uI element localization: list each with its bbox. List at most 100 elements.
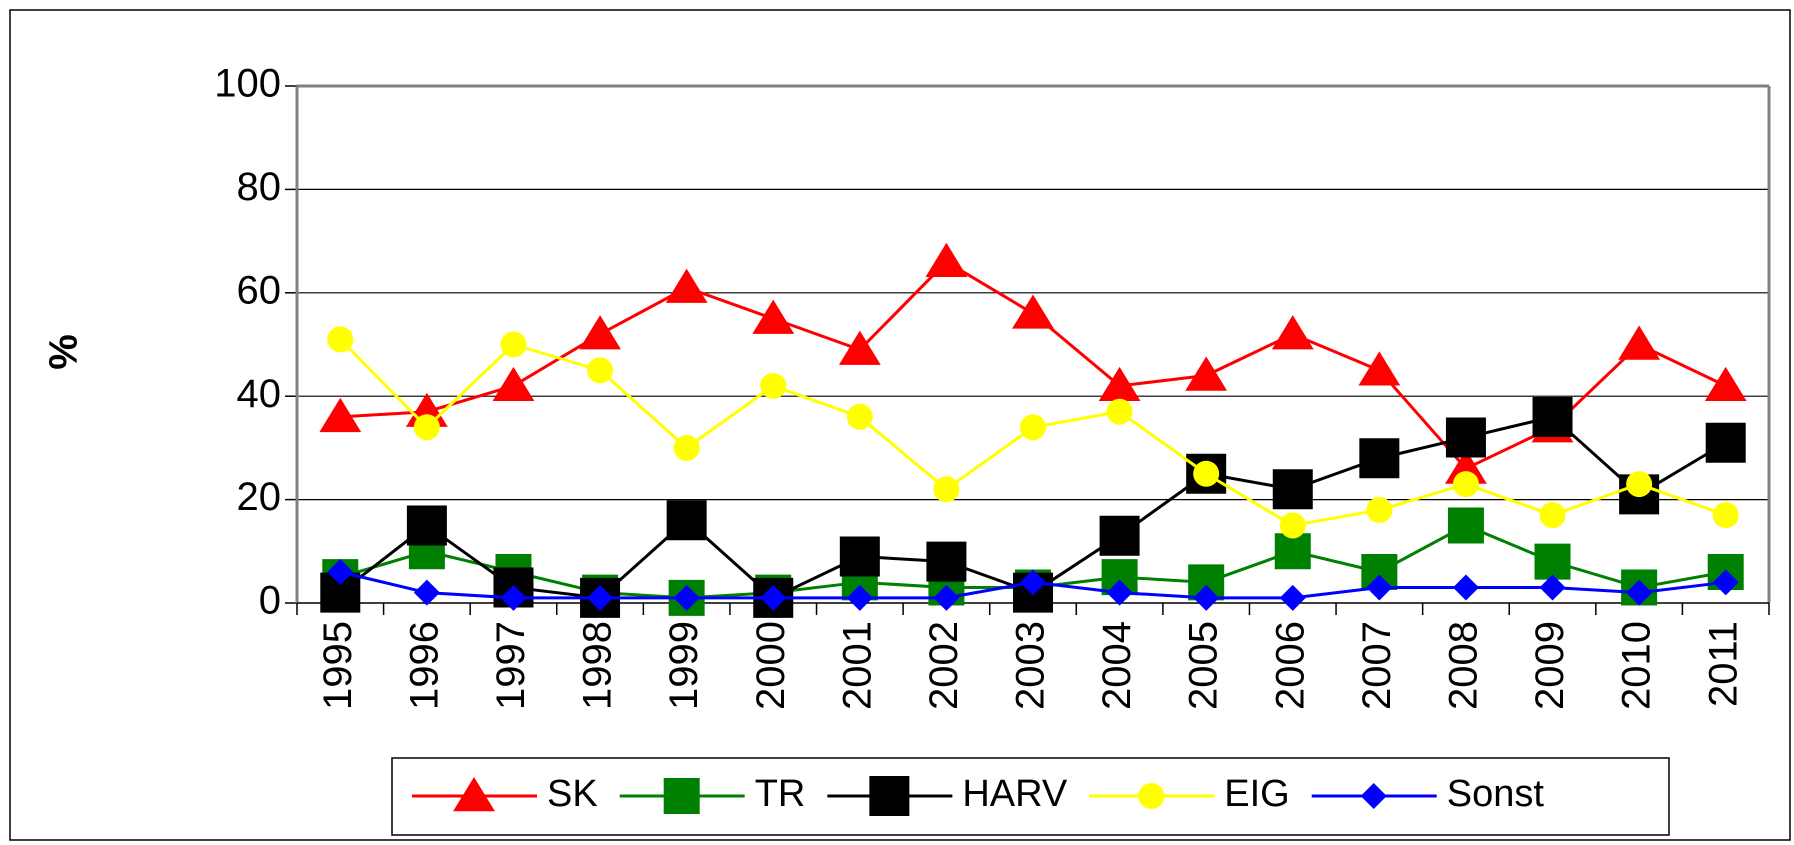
marker <box>453 777 495 812</box>
chart-frame <box>9 9 1791 841</box>
marker <box>1361 553 1398 590</box>
marker <box>1279 512 1306 539</box>
marker <box>838 330 881 365</box>
x-tick-label: 2008 <box>1442 621 1486 710</box>
marker <box>327 326 354 353</box>
marker <box>1539 502 1566 529</box>
marker <box>1193 584 1220 611</box>
marker <box>413 414 440 441</box>
legend-label: SK <box>547 773 598 815</box>
x-tick-label: 2003 <box>1009 621 1053 710</box>
legend-box <box>391 757 1670 836</box>
marker <box>1101 559 1138 596</box>
y-tick-label: 0 <box>259 579 281 623</box>
marker <box>1360 783 1387 809</box>
y-tick-label: 80 <box>237 165 282 209</box>
x-tick-label: 1998 <box>576 621 620 710</box>
marker <box>1020 569 1046 596</box>
marker <box>1539 574 1566 601</box>
marker <box>933 584 960 611</box>
legend-label: EIG <box>1224 773 1289 815</box>
marker <box>1012 294 1054 329</box>
x-tick-label: 1995 <box>316 621 360 710</box>
marker <box>1106 398 1133 425</box>
marker <box>1452 471 1479 498</box>
x-tick-label: 2011 <box>1701 621 1745 707</box>
marker <box>1712 502 1739 529</box>
marker <box>1279 584 1306 611</box>
marker <box>587 584 614 611</box>
marker <box>319 397 362 433</box>
x-tick-label: 1999 <box>662 621 706 710</box>
marker <box>1705 422 1746 463</box>
marker <box>327 558 354 585</box>
y-tick-label: 100 <box>214 62 281 106</box>
x-tick-label: 2001 <box>835 621 879 710</box>
marker <box>760 584 787 611</box>
marker <box>1626 471 1653 498</box>
marker <box>1020 414 1046 441</box>
x-tick-label: 1997 <box>489 621 533 710</box>
marker <box>1358 351 1401 386</box>
marker <box>663 778 700 814</box>
marker <box>1534 543 1571 580</box>
marker <box>587 357 614 384</box>
marker <box>413 579 440 606</box>
marker <box>666 500 707 541</box>
x-tick-label: 2000 <box>749 621 793 710</box>
legend-label: HARV <box>962 773 1068 815</box>
legend: SK TR HARV EIG Sonst <box>391 757 1670 836</box>
marker <box>1272 469 1313 510</box>
marker <box>1445 417 1486 458</box>
marker <box>673 584 700 611</box>
marker <box>665 268 708 303</box>
marker <box>1445 449 1487 484</box>
marker <box>1532 396 1573 437</box>
marker <box>1626 579 1653 606</box>
marker <box>846 403 873 430</box>
x-tick-label: 2002 <box>922 621 966 710</box>
marker <box>1359 438 1400 479</box>
marker <box>1366 574 1393 601</box>
x-tick-label: 2010 <box>1615 621 1659 710</box>
marker <box>1098 366 1141 402</box>
marker <box>1193 460 1220 487</box>
marker <box>926 541 967 582</box>
marker <box>406 505 447 546</box>
marker <box>500 331 527 358</box>
x-tick-label: 2005 <box>1182 621 1226 710</box>
y-tick-label: 20 <box>237 475 282 519</box>
x-tick-label: 2007 <box>1355 621 1399 710</box>
marker <box>839 536 880 577</box>
marker <box>500 584 527 611</box>
marker <box>1452 574 1479 601</box>
x-tick-label: 2004 <box>1095 621 1139 710</box>
x-tick-label: 2009 <box>1528 621 1572 710</box>
marker <box>1447 507 1484 544</box>
marker <box>1274 533 1311 570</box>
x-tick-label: 2006 <box>1268 621 1312 710</box>
marker <box>933 476 960 503</box>
x-tick-label: 1996 <box>402 621 446 710</box>
marker <box>925 242 968 277</box>
marker <box>1185 356 1228 391</box>
marker <box>869 776 910 816</box>
marker <box>1271 315 1314 350</box>
marker <box>1188 564 1225 601</box>
marker <box>1106 579 1133 606</box>
marker <box>752 299 795 334</box>
marker <box>1138 783 1165 809</box>
marker <box>846 584 873 611</box>
marker <box>1099 515 1140 556</box>
marker <box>1366 496 1393 523</box>
y-tick-label: 40 <box>237 372 282 416</box>
marker <box>1712 569 1739 596</box>
marker <box>579 315 621 350</box>
y-axis-label: % <box>42 334 86 370</box>
marker <box>1618 325 1661 360</box>
legend-label: Sonst <box>1447 773 1545 815</box>
marker <box>320 572 361 613</box>
marker <box>1704 366 1747 402</box>
y-tick-label: 60 <box>237 268 282 312</box>
